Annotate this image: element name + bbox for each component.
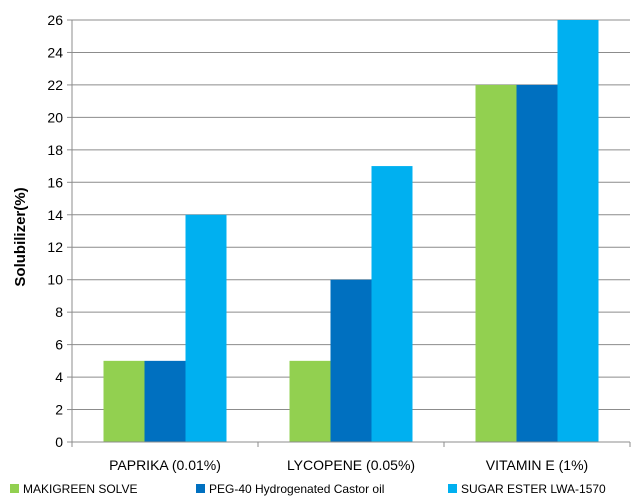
- x-category-label: VITAMIN E (1%): [486, 457, 588, 473]
- legend-item-3: SUGAR ESTER LWA-1570: [448, 482, 606, 496]
- y-tick-label: 22: [47, 77, 63, 93]
- legend-item-2: PEG-40 Hydrogenated Castor oil: [196, 482, 384, 496]
- x-category-label: LYCOPENE (0.05%): [287, 457, 415, 473]
- y-tick-label: 14: [47, 207, 63, 223]
- bar-2-1: [144, 360, 186, 442]
- y-tick-label: 10: [47, 272, 63, 288]
- bar-3-2: [371, 166, 413, 443]
- legend-item-1: MAKIGREEN SOLVE: [10, 482, 137, 496]
- legend-label: MAKIGREEN SOLVE: [23, 482, 137, 496]
- bar-2-2: [330, 279, 372, 442]
- y-tick-label: 12: [47, 239, 63, 255]
- y-tick-label: 24: [47, 44, 63, 60]
- bar-1-1: [103, 360, 145, 442]
- y-tick-label: 20: [47, 109, 63, 125]
- y-tick-label: 0: [55, 434, 63, 450]
- legend-swatch: [10, 484, 19, 493]
- y-tick-label: 6: [55, 337, 63, 353]
- legend-label: SUGAR ESTER LWA-1570: [461, 482, 606, 496]
- bar-1-3: [475, 84, 517, 442]
- legend-label: PEG-40 Hydrogenated Castor oil: [209, 482, 384, 496]
- axes: [67, 19, 631, 447]
- legend-swatch: [448, 484, 457, 493]
- x-category-labels: PAPRIKA (0.01%) LYCOPENE (0.05%) VITAMIN E…: [109, 457, 588, 473]
- x-category-label: PAPRIKA (0.01%): [109, 457, 221, 473]
- y-axis-title: Solubilizer(%): [12, 187, 29, 286]
- bars: [103, 20, 599, 443]
- bar-3-3: [557, 20, 599, 442]
- y-tick-label: 18: [47, 142, 63, 158]
- legend-swatch: [196, 484, 205, 493]
- legend: MAKIGREEN SOLVE PEG-40 Hydrogenated Casto…: [10, 482, 606, 496]
- y-tick-label: 8: [55, 304, 63, 320]
- y-tick-label: 4: [55, 369, 63, 385]
- y-tick-label: 26: [47, 12, 63, 28]
- y-tick-label: 16: [47, 174, 63, 190]
- y-tick-label: 2: [55, 402, 63, 418]
- bar-1-2: [289, 360, 331, 442]
- bar-3-1: [185, 214, 227, 442]
- bar-2-3: [516, 84, 558, 442]
